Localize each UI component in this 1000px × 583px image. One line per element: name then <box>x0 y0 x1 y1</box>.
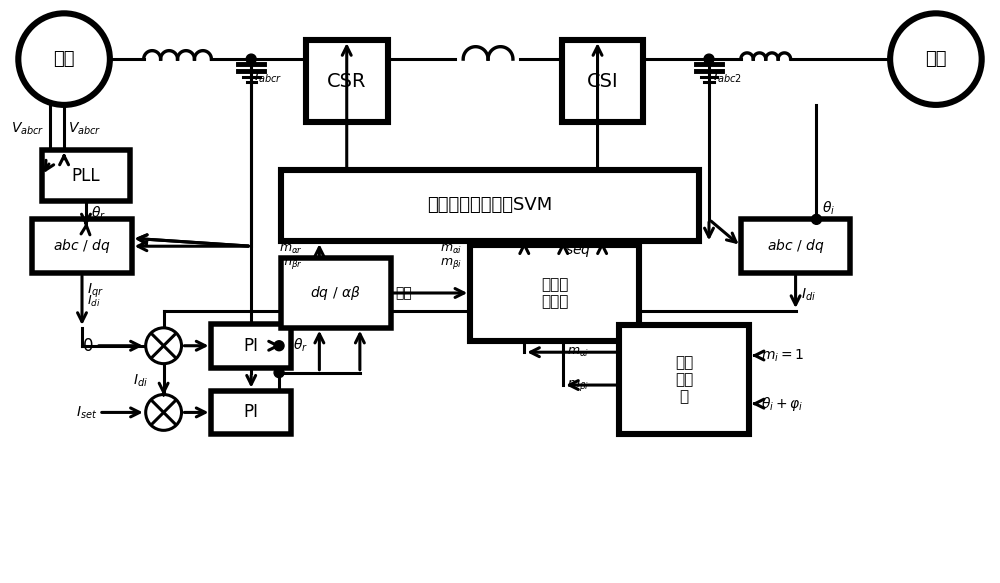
Text: $I_{abc2}$: $I_{abc2}$ <box>713 69 742 85</box>
Circle shape <box>890 13 982 105</box>
Text: 切换排
序单元: 切换排 序单元 <box>541 277 568 309</box>
Text: PI: PI <box>244 337 259 354</box>
Text: $I_{set}$: $I_{set}$ <box>76 404 97 420</box>
Text: $I_{di}$: $I_{di}$ <box>801 287 815 303</box>
Bar <box>281 170 699 241</box>
Text: $m_{\alpha i}$: $m_{\alpha i}$ <box>567 346 590 359</box>
Bar <box>306 40 388 122</box>
Text: $I_{di}$: $I_{di}$ <box>87 293 101 308</box>
Text: $\theta_i$: $\theta_i$ <box>822 200 836 217</box>
Text: $m_{\beta r}$: $m_{\beta r}$ <box>279 255 303 271</box>
Text: $I_{abcr}$: $I_{abcr}$ <box>254 69 282 85</box>
Circle shape <box>812 215 821 224</box>
Text: 扇区: 扇区 <box>396 286 412 300</box>
Bar <box>562 40 643 122</box>
Text: PLL: PLL <box>72 167 100 185</box>
Text: $I_{qr}$: $I_{qr}$ <box>87 282 104 300</box>
Bar <box>211 391 291 434</box>
Text: 电网: 电网 <box>53 50 75 68</box>
Text: CSI: CSI <box>587 72 618 90</box>
Text: CSR: CSR <box>327 72 366 90</box>
Text: $m_{\alpha r}$: $m_{\alpha r}$ <box>279 243 303 256</box>
Circle shape <box>704 54 714 64</box>
Text: $V_{abcr}$: $V_{abcr}$ <box>68 121 102 137</box>
Text: $m_{\alpha i}$: $m_{\alpha i}$ <box>440 243 462 256</box>
Bar <box>619 325 749 434</box>
Text: $\theta_r$: $\theta_r$ <box>293 337 308 354</box>
Text: 负载: 负载 <box>925 50 947 68</box>
Bar <box>32 219 132 273</box>
Bar <box>470 245 639 341</box>
Bar <box>211 324 291 368</box>
Text: $dq\ /\ \alpha\beta$: $dq\ /\ \alpha\beta$ <box>310 284 361 302</box>
Text: $\theta_i+\varphi_i$: $\theta_i+\varphi_i$ <box>761 395 803 413</box>
Circle shape <box>246 54 256 64</box>
Text: $m_i=1$: $m_i=1$ <box>761 347 804 364</box>
Text: $m_{\beta i}$: $m_{\beta i}$ <box>567 378 590 392</box>
Text: $abc\ /\ dq$: $abc\ /\ dq$ <box>767 237 824 255</box>
Text: $m_{\beta i}$: $m_{\beta i}$ <box>440 255 462 271</box>
Text: PI: PI <box>244 403 259 422</box>
Bar <box>281 258 391 328</box>
Circle shape <box>274 368 284 378</box>
Circle shape <box>18 13 110 105</box>
Circle shape <box>274 341 284 351</box>
Text: $abc\ /\ dq$: $abc\ /\ dq$ <box>53 237 111 255</box>
Text: $\theta_r$: $\theta_r$ <box>91 205 106 222</box>
Text: $0$: $0$ <box>82 337 94 354</box>
Circle shape <box>146 395 182 430</box>
Text: $seq$: $seq$ <box>565 244 591 259</box>
Bar <box>741 219 850 273</box>
Text: $V_{abcr}$: $V_{abcr}$ <box>11 121 44 137</box>
Text: 切割小矢量五段式SVM: 切割小矢量五段式SVM <box>427 196 553 215</box>
Bar <box>42 150 130 202</box>
Circle shape <box>146 328 182 364</box>
Text: $I_{di}$: $I_{di}$ <box>133 373 148 389</box>
Text: 调制
比分
解: 调制 比分 解 <box>675 354 693 405</box>
